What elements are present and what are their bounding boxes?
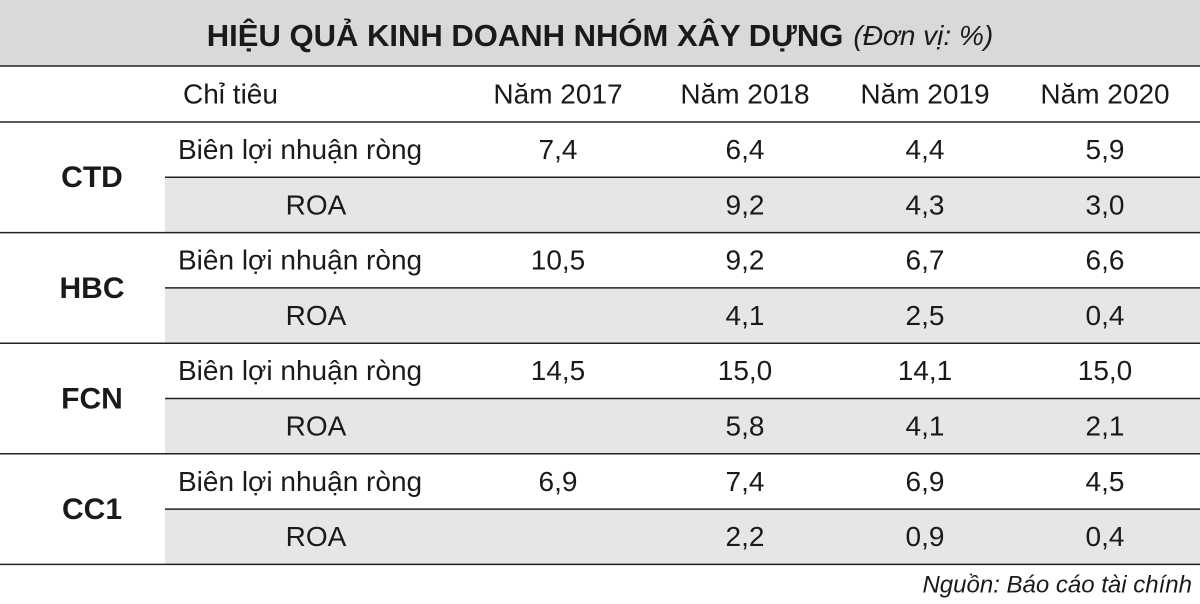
cell-value: 2,2 (726, 521, 765, 552)
cell-value: 4,1 (906, 411, 945, 442)
group-name: HBC (60, 272, 125, 305)
column-header: Năm 2020 (1040, 78, 1169, 109)
row-label: ROA (286, 521, 347, 552)
row-label: Biên lợi nhuận ròng (178, 245, 422, 276)
row-shade (165, 287, 1200, 344)
cell-value: 5,9 (1086, 134, 1125, 165)
cell-value: 4,1 (726, 300, 765, 331)
title-line: HIỆU QUẢ KINH DOANH NHÓM XÂY DỰNG (Đơn vị… (207, 17, 993, 53)
unit: (Đơn vị: %) (853, 20, 993, 51)
cell-value: 9,2 (726, 189, 765, 220)
cell-value: 6,7 (906, 245, 945, 276)
group-name: CC1 (62, 493, 122, 526)
cell-value: 7,4 (539, 134, 578, 165)
source: Nguồn: Báo cáo tài chính (922, 571, 1192, 598)
row-label: Biên lợi nhuận ròng (178, 355, 422, 386)
cell-value: 15,0 (1078, 355, 1133, 386)
cell-value: 4,4 (906, 134, 945, 165)
cell-value: 6,9 (906, 466, 945, 497)
column-header: Năm 2017 (493, 78, 622, 109)
cell-value: 0,4 (1086, 521, 1125, 552)
row-label: ROA (286, 411, 347, 442)
title: HIỆU QUẢ KINH DOANH NHÓM XÂY DỰNG (207, 17, 844, 53)
cell-value: 4,3 (906, 189, 945, 220)
cell-value: 10,5 (531, 245, 586, 276)
cell-value: 14,1 (898, 355, 953, 386)
row-label: ROA (286, 189, 347, 220)
cell-value: 4,5 (1086, 466, 1125, 497)
column-header: Chỉ tiêu (183, 78, 278, 109)
row-shade (165, 509, 1200, 565)
cell-value: 0,4 (1086, 300, 1125, 331)
row-label: Biên lợi nhuận ròng (178, 466, 422, 497)
row-label: ROA (286, 300, 347, 331)
cell-value: 6,9 (539, 466, 578, 497)
cell-value: 2,1 (1086, 411, 1125, 442)
row-shade (165, 398, 1200, 454)
cell-value: 15,0 (718, 355, 773, 386)
row-shade (165, 177, 1200, 233)
group-name: FCN (61, 382, 123, 415)
column-header: Năm 2018 (680, 78, 809, 109)
cell-value: 5,8 (726, 411, 765, 442)
cell-value: 6,6 (1086, 245, 1125, 276)
cell-value: 7,4 (726, 466, 765, 497)
cell-value: 0,9 (906, 521, 945, 552)
cell-value: 6,4 (726, 134, 765, 165)
group-name: CTD (61, 161, 123, 194)
cell-value: 3,0 (1086, 189, 1125, 220)
cell-value: 14,5 (531, 355, 586, 386)
title-band (0, 0, 1200, 66)
cell-value: 9,2 (726, 245, 765, 276)
cell-value: 2,5 (906, 300, 945, 331)
column-header: Năm 2019 (860, 78, 989, 109)
row-label: Biên lợi nhuận ròng (178, 134, 422, 165)
